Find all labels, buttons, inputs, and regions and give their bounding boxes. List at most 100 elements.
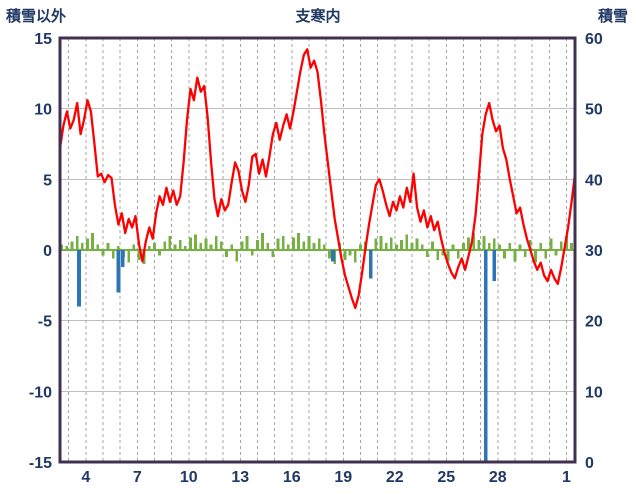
green-bars-bar [523, 250, 527, 258]
green-bars-bar [297, 233, 300, 250]
green-bars-bar [168, 235, 172, 250]
green-bars-bar [214, 235, 218, 250]
plot-border [58, 36, 577, 464]
green-bars-bar [451, 244, 455, 250]
x-axis-tick-label: 22 [386, 469, 404, 486]
x-axis-tick-label: 4 [81, 469, 90, 486]
x-axis-tick-label: 25 [437, 469, 455, 486]
green-bars-bar [513, 250, 517, 262]
green-bars [60, 233, 573, 265]
green-bars-bar [322, 244, 326, 250]
left-axis-tick-label: 5 [43, 172, 52, 189]
green-bars-bar [209, 244, 213, 250]
green-bars-bar [544, 250, 548, 259]
blue-bars [76, 250, 497, 462]
blue-bars-bar [76, 250, 81, 307]
green-bars-bar [219, 241, 223, 250]
green-bars-bar [281, 235, 285, 250]
green-bars-bar [317, 238, 321, 250]
green-bars-bar [487, 242, 491, 250]
green-bars-bar [194, 234, 197, 250]
green-bars-bar [86, 238, 89, 250]
green-bars-bar [199, 242, 203, 250]
green-bars-bar [96, 244, 100, 250]
green-bars-bar [518, 244, 522, 250]
green-bars-bar [111, 250, 115, 259]
green-bars-bar [559, 241, 563, 250]
blue-bars-bar [368, 250, 373, 279]
green-bars-bar [132, 244, 136, 250]
green-bars-bar [256, 240, 259, 250]
x-axis-tick-label: 19 [334, 469, 352, 486]
green-bars-bar [261, 233, 264, 250]
green-bars-bar [116, 245, 120, 250]
red-line [58, 48, 577, 310]
green-bars-bar [163, 241, 167, 250]
green-bars-bar [570, 242, 573, 250]
blue-bars-bar [331, 250, 335, 262]
green-bars-bar [286, 244, 290, 250]
green-bars-bar [503, 250, 506, 259]
right-axis-ticks: 60 50 40 30 20 10 0 [585, 31, 603, 472]
x-axis-ticks: 4 7 10 13 16 19 22 25 28 1 [81, 469, 571, 486]
green-bars-bar [472, 233, 476, 250]
x-axis-tick-label: 1 [562, 469, 571, 486]
green-bars-bar [235, 250, 239, 262]
green-bars-bar [307, 235, 311, 250]
right-axis-tick-label: 40 [585, 172, 603, 189]
green-bars-bar [395, 244, 398, 250]
green-bars-bar [204, 238, 208, 250]
left-axis-tick-label: 15 [34, 31, 52, 48]
green-bars-bar [549, 238, 553, 250]
green-bars-bar [528, 240, 532, 250]
green-bars-bar [348, 250, 352, 256]
green-bars-bar [420, 244, 424, 250]
green-bars-bar [147, 245, 151, 250]
left-axis-tick-label: 10 [34, 102, 52, 119]
blue-bars-bar [120, 250, 125, 267]
x-axis-tick-label: 28 [489, 469, 507, 486]
x-axis-tick-label: 7 [133, 469, 142, 486]
green-bars-bar [276, 238, 280, 250]
green-bars-bar [245, 235, 249, 250]
green-bars-bar [158, 250, 161, 256]
blue-bars-bar [492, 250, 497, 282]
green-bars-bar [384, 242, 388, 250]
green-bars-bar [539, 242, 543, 250]
green-bars-bar [359, 244, 362, 250]
green-bars-bar [312, 242, 316, 250]
blue-bars-bar [116, 250, 121, 293]
green-bars-bar [492, 238, 496, 250]
green-bars-bar [405, 234, 409, 250]
green-bars-bar [467, 237, 470, 250]
green-bars-bar [353, 250, 357, 263]
green-bars-bar [425, 250, 429, 258]
right-axis-tick-label: 10 [585, 384, 603, 401]
green-bars-bar [292, 237, 295, 250]
left-axis-tick-label: -15 [29, 455, 52, 472]
green-bars-bar [415, 238, 419, 250]
green-bars-bar [230, 244, 234, 250]
green-bars-bar [441, 250, 445, 256]
green-bars-bar [498, 244, 501, 250]
left-axis-tick-label: -10 [29, 384, 52, 401]
green-bars-bar [534, 250, 537, 263]
green-bars-bar [101, 250, 105, 256]
green-bars-bar [266, 242, 270, 250]
chart-title: 支寒内 [295, 8, 341, 25]
green-bars-bar [477, 240, 481, 250]
green-bars-bar [431, 241, 434, 250]
left-axis-title: 積雪以外 [6, 8, 67, 25]
right-axis-tick-label: 30 [585, 243, 603, 260]
green-bars-bar [328, 250, 331, 259]
green-bars-bar [183, 245, 187, 250]
green-bars-bar [75, 235, 79, 250]
green-bars-bar [508, 242, 512, 250]
green-bars-bar [137, 250, 141, 260]
green-bars-bar [225, 250, 228, 258]
green-bars-bar [250, 250, 254, 256]
green-bars-bar [302, 241, 306, 250]
green-bars-bar [189, 237, 192, 250]
green-bars-bar [410, 242, 414, 250]
green-bars-bar [446, 250, 450, 262]
